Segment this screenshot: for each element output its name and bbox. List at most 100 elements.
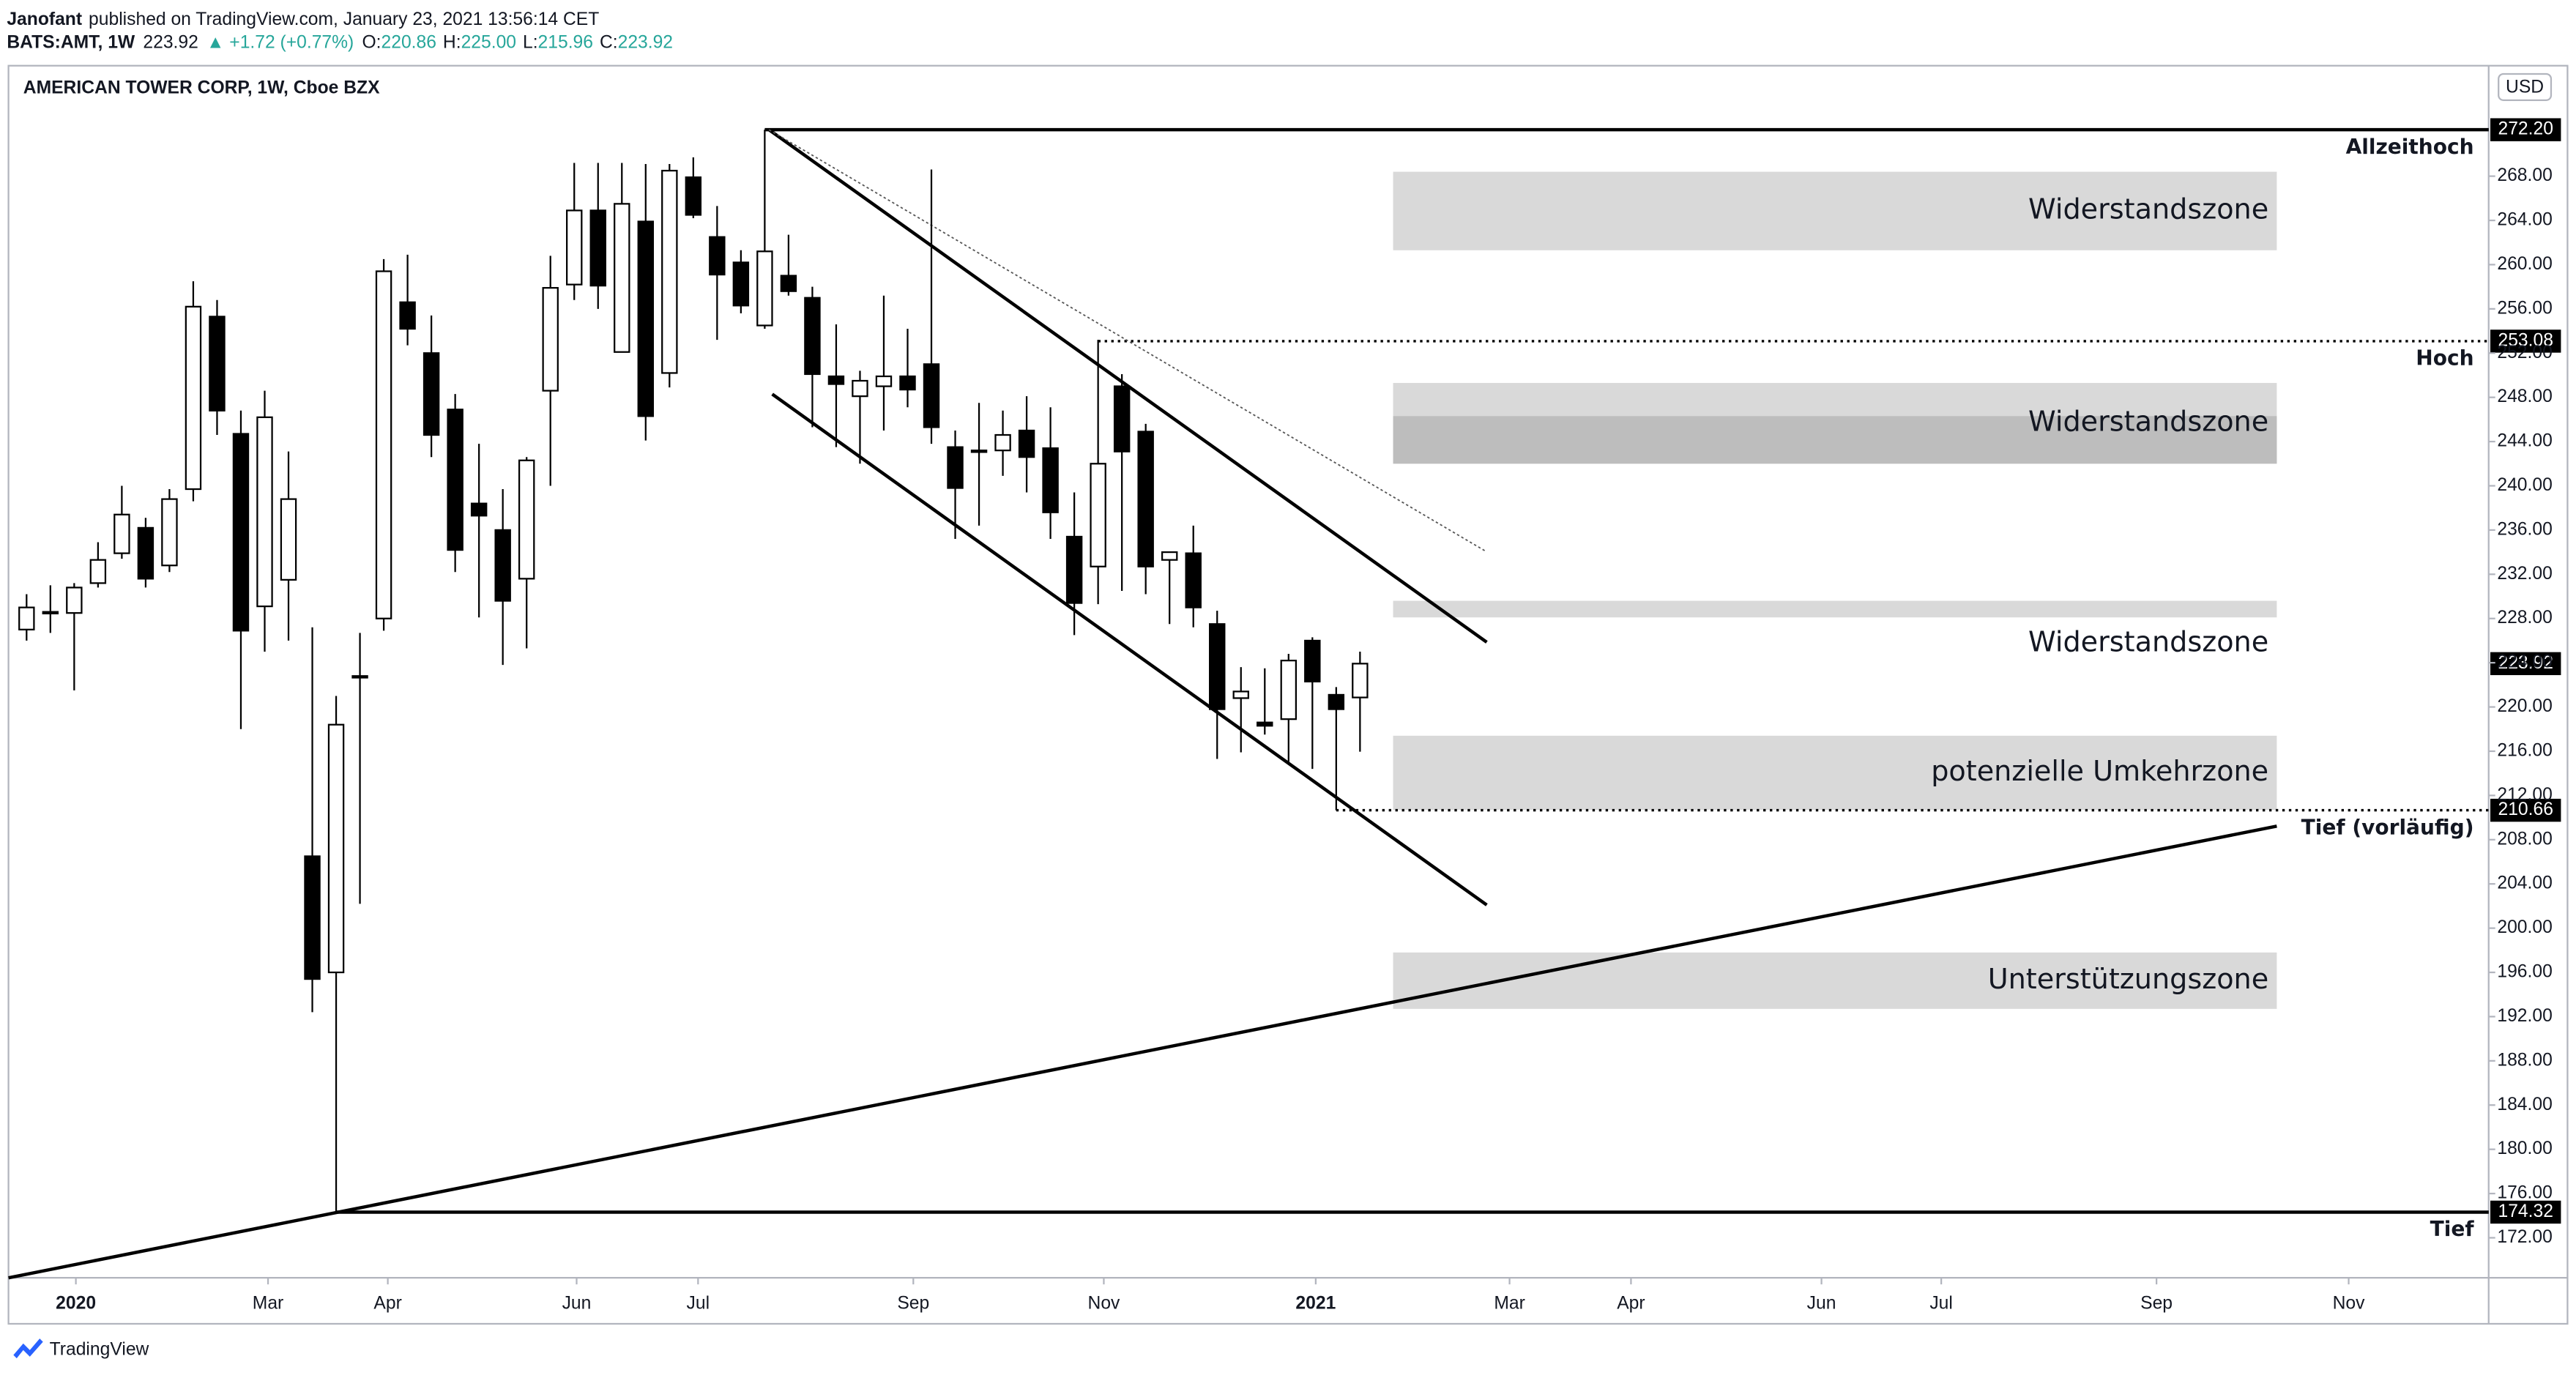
dotted-trend <box>768 129 1487 553</box>
x-tick-label: Apr <box>373 1294 401 1314</box>
ohlc-value: 220.86 <box>381 32 436 52</box>
price-box <box>2490 652 2561 676</box>
candle-body <box>923 363 940 428</box>
y-tick-label: 240.00 <box>2497 475 2552 495</box>
zone-label: potenzielle Umkehrzone <box>1931 755 2268 787</box>
candle-body <box>804 297 821 376</box>
ohlc-value: 223.92 <box>618 32 673 52</box>
y-tick-label: 180.00 <box>2497 1139 2552 1158</box>
price-label: 253.08 <box>2498 330 2553 350</box>
price-label: 210.66 <box>2498 800 2553 819</box>
y-tick-label: 248.00 <box>2497 387 2552 406</box>
candle-body <box>1018 429 1035 458</box>
candle-body <box>1090 463 1106 567</box>
price-box <box>2490 118 2561 141</box>
currency-box <box>2498 72 2553 101</box>
price-box <box>2490 798 2561 822</box>
zone <box>1393 600 2277 618</box>
candle-body <box>637 220 655 417</box>
y-tick-label: 268.00 <box>2497 165 2552 185</box>
candle-body <box>852 379 868 398</box>
candle-body <box>185 305 202 491</box>
header-line: Janofant published on TradingView.com, Ja… <box>7 9 599 29</box>
candle-body <box>614 203 630 353</box>
x-tick-label: Sep <box>2140 1294 2173 1314</box>
candle-body <box>1328 693 1345 710</box>
x-tick-label: Nov <box>2333 1294 2366 1314</box>
candle-body <box>113 513 130 554</box>
candle-body <box>422 352 440 436</box>
zone <box>1393 171 2277 250</box>
y-tick-label: 232.00 <box>2497 564 2552 584</box>
y-tick-label: 188.00 <box>2497 1050 2552 1070</box>
candle-body <box>827 375 845 385</box>
candle-body <box>970 450 988 453</box>
candle-body <box>232 433 250 632</box>
y-tick-label: 224.00 <box>2497 652 2552 672</box>
x-tick-label: Nov <box>1088 1294 1121 1314</box>
y-tick-label: 200.00 <box>2497 917 2552 937</box>
published: published on TradingView.com, January 23… <box>89 9 599 29</box>
zones: Widerstandszone Widerstandszone Widerstand… <box>1393 171 2277 1009</box>
brand: TradingView <box>50 1339 149 1359</box>
ohlc-key: O: <box>362 32 381 52</box>
candle-body <box>470 502 488 517</box>
y-tick-label: 172.00 <box>2497 1227 2552 1247</box>
candle-body <box>685 176 702 216</box>
y-tick-label: 184.00 <box>2497 1095 2552 1114</box>
price-label: 223.92 <box>2498 653 2553 673</box>
candle-body <box>1161 551 1178 561</box>
candle-body <box>327 723 345 974</box>
candle-body <box>161 498 178 567</box>
y-tick-label: 244.00 <box>2497 431 2552 451</box>
price-label: 272.20 <box>2498 119 2553 139</box>
ohlc-key: L: <box>523 32 538 52</box>
candle-body <box>589 209 606 287</box>
candle-body <box>209 316 226 411</box>
candle-body <box>1065 535 1083 604</box>
candle-body <box>732 261 750 307</box>
ohlc-key: H: <box>443 32 461 52</box>
candle-body <box>1185 552 1202 608</box>
candle-body <box>1232 690 1249 699</box>
x-tick-label: 2020 <box>56 1294 96 1314</box>
chart-title: AMERICAN TOWER CORP, 1W, Cboe BZX <box>23 78 380 98</box>
footer-logo <box>13 1338 43 1359</box>
axes: 172.00 176.00 180.00 184.00 188.00 192.00 196.… <box>56 165 2553 1313</box>
x-tick-label: Jun <box>562 1294 592 1314</box>
x-tick-label: Sep <box>897 1294 929 1314</box>
candle-body <box>304 855 321 980</box>
y-tick-label: 252.00 <box>2497 343 2552 362</box>
level-note: Tief <box>2430 1217 2475 1241</box>
y-tick-label: 208.00 <box>2497 829 2552 849</box>
x-tick-label: Jun <box>1807 1294 1836 1314</box>
candle-body <box>1113 385 1131 452</box>
y-tick-label: 256.00 <box>2497 298 2552 318</box>
candle-body <box>756 250 773 327</box>
y-tick-label: 212.00 <box>2497 785 2552 805</box>
level-note: Allzeithoch <box>2346 135 2474 159</box>
last-price: 223.92 <box>143 32 198 52</box>
candle-body <box>137 526 155 580</box>
x-tick-label: Mar <box>253 1294 283 1314</box>
author: Janofant <box>7 9 82 29</box>
y-tick-label: 196.00 <box>2497 962 2552 982</box>
candle-body <box>518 459 535 580</box>
level-note: Tief (vorläufig) <box>2301 815 2474 839</box>
frame <box>7 64 2569 1325</box>
level-note: Hoch <box>2416 346 2473 370</box>
zone-label: Unterstützungszone <box>1988 963 2268 995</box>
candle-body <box>447 409 464 551</box>
candle-body <box>566 209 583 286</box>
price-label: 174.32 <box>2498 1202 2553 1221</box>
currency: USD <box>2506 78 2544 97</box>
candle-body <box>494 529 511 602</box>
candle-body <box>709 236 726 276</box>
y-tick-label: 220.00 <box>2497 696 2552 716</box>
candle-body <box>1352 663 1369 699</box>
candle-body <box>399 301 416 330</box>
y-tick-label: 192.00 <box>2497 1006 2552 1026</box>
candle-body <box>994 433 1011 452</box>
